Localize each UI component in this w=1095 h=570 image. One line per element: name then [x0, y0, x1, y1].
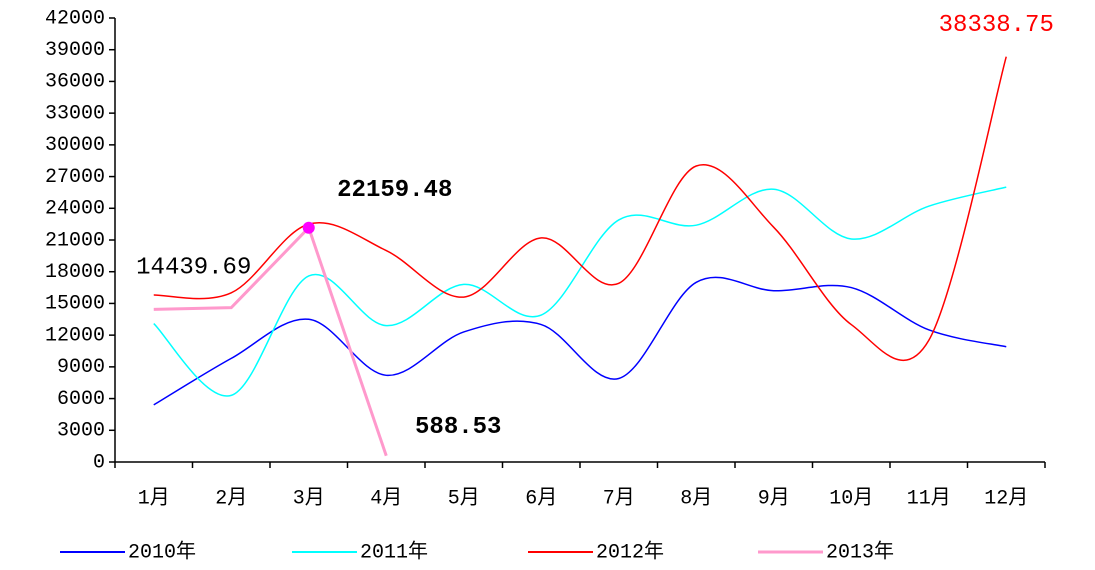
legend-label: 2010年 — [128, 539, 196, 564]
x-tick-label: 12月 — [984, 486, 1028, 510]
point-marker — [302, 221, 315, 234]
y-tick-label: 3000 — [57, 420, 105, 443]
y-tick-label: 42000 — [45, 7, 105, 30]
y-tick-label: 33000 — [45, 102, 105, 125]
data-label: 38338.75 — [939, 12, 1054, 39]
data-label: 14439.69 — [136, 255, 251, 282]
y-tick-label: 6000 — [57, 388, 105, 411]
x-tick-label: 8月 — [680, 486, 712, 510]
y-tick-label: 9000 — [57, 356, 105, 379]
y-tick-label: 27000 — [45, 166, 105, 189]
legend-label: 2013年 — [826, 539, 894, 564]
y-tick-label: 21000 — [45, 229, 105, 252]
y-tick-label: 39000 — [45, 39, 105, 62]
series-line — [153, 276, 1007, 406]
series-line — [153, 56, 1007, 362]
x-tick-label: 4月 — [370, 486, 402, 510]
x-tick-label: 10月 — [829, 486, 873, 510]
x-tick-label: 7月 — [603, 486, 635, 510]
series-line — [153, 224, 388, 457]
data-label: 588.53 — [415, 414, 501, 441]
y-tick-label: 12000 — [45, 324, 105, 347]
y-tick-label: 24000 — [45, 198, 105, 221]
legend-label: 2011年 — [360, 539, 428, 564]
y-tick-label: 30000 — [45, 134, 105, 157]
x-tick-label: 6月 — [525, 486, 557, 510]
x-tick-label: 3月 — [293, 486, 325, 510]
y-tick-label: 0 — [93, 451, 105, 474]
y-tick-label: 18000 — [45, 261, 105, 284]
series-line — [153, 186, 1007, 397]
x-tick-label: 2月 — [215, 486, 247, 510]
y-tick-label: 15000 — [45, 293, 105, 316]
legend-label: 2012年 — [596, 539, 664, 564]
y-tick-label: 36000 — [45, 71, 105, 94]
data-label: 22159.48 — [337, 177, 452, 204]
x-tick-label: 11月 — [907, 486, 951, 510]
x-tick-label: 1月 — [138, 486, 170, 510]
x-tick-label: 5月 — [448, 486, 480, 510]
x-tick-label: 9月 — [758, 486, 790, 510]
